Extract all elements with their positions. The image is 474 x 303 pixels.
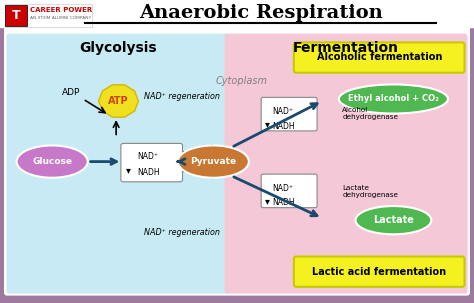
Text: NAD⁺: NAD⁺ bbox=[137, 152, 158, 161]
Text: Anaerobic Respiration: Anaerobic Respiration bbox=[139, 4, 383, 22]
Ellipse shape bbox=[178, 145, 249, 178]
Text: ATP: ATP bbox=[108, 96, 129, 106]
Text: Glucose: Glucose bbox=[32, 157, 72, 166]
Text: Cytoplasm: Cytoplasm bbox=[216, 76, 268, 86]
FancyBboxPatch shape bbox=[261, 174, 317, 208]
FancyBboxPatch shape bbox=[294, 257, 465, 287]
Text: ▾: ▾ bbox=[264, 119, 269, 129]
FancyBboxPatch shape bbox=[0, 0, 474, 28]
Text: CAREER POWER: CAREER POWER bbox=[30, 7, 92, 13]
Ellipse shape bbox=[17, 145, 88, 178]
FancyBboxPatch shape bbox=[7, 34, 230, 293]
Text: ▾: ▾ bbox=[126, 165, 130, 175]
Text: Fermentation: Fermentation bbox=[293, 42, 399, 55]
Text: Pyruvate: Pyruvate bbox=[190, 157, 237, 166]
Ellipse shape bbox=[356, 206, 431, 234]
Text: T: T bbox=[12, 9, 20, 22]
Text: ADP: ADP bbox=[62, 88, 80, 98]
Text: Lactate
dehydrogenase: Lactate dehydrogenase bbox=[342, 185, 398, 198]
Text: Alcoholic fermentation: Alcoholic fermentation bbox=[317, 52, 442, 62]
Text: NAD⁺: NAD⁺ bbox=[273, 107, 293, 116]
FancyArrowPatch shape bbox=[155, 146, 212, 171]
Ellipse shape bbox=[339, 85, 448, 114]
FancyBboxPatch shape bbox=[294, 42, 465, 73]
Text: NADH: NADH bbox=[273, 122, 295, 131]
Text: Ethyl alcohol + CO₂: Ethyl alcohol + CO₂ bbox=[348, 95, 439, 104]
Text: NADH: NADH bbox=[137, 168, 160, 178]
FancyBboxPatch shape bbox=[5, 5, 27, 26]
FancyBboxPatch shape bbox=[225, 34, 467, 293]
Text: Lactic acid fermentation: Lactic acid fermentation bbox=[312, 267, 446, 277]
Text: AN IIT/IIM ALUMNI COMPANY: AN IIT/IIM ALUMNI COMPANY bbox=[30, 16, 91, 20]
Text: NADH: NADH bbox=[273, 198, 295, 207]
FancyBboxPatch shape bbox=[5, 5, 92, 27]
Text: Lactate: Lactate bbox=[373, 215, 414, 225]
FancyBboxPatch shape bbox=[121, 143, 182, 182]
Text: NAD⁺ regeneration: NAD⁺ regeneration bbox=[145, 228, 220, 237]
Text: NAD⁺ regeneration: NAD⁺ regeneration bbox=[145, 92, 220, 102]
FancyArrowPatch shape bbox=[155, 152, 212, 177]
Text: ▾: ▾ bbox=[264, 196, 269, 206]
Text: Glycolysis: Glycolysis bbox=[80, 42, 157, 55]
Text: NAD⁺: NAD⁺ bbox=[273, 184, 293, 193]
FancyBboxPatch shape bbox=[261, 97, 317, 131]
FancyBboxPatch shape bbox=[5, 26, 469, 295]
Text: Alcohol
dehydrogenase: Alcohol dehydrogenase bbox=[342, 108, 398, 120]
